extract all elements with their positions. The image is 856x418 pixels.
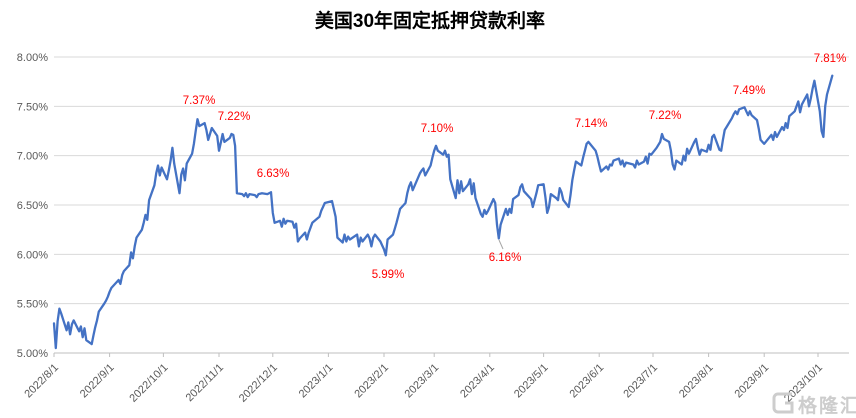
- y-axis-label: 8.00%: [17, 52, 48, 64]
- chart-title: 美国30年固定抵押贷款利率: [315, 9, 545, 32]
- annotation-label: 7.81%: [814, 53, 847, 65]
- y-axis-label: 7.50%: [17, 101, 48, 113]
- annotation-label: 7.14%: [575, 118, 608, 130]
- x-axis: 2022/8/1 2022/9/1 2022/10/1 2022/11/1 2022/1…: [22, 353, 825, 405]
- x-axis-label: 2022/12/1: [237, 362, 280, 405]
- annotation-label: 5.99%: [372, 269, 405, 281]
- y-axis-label: 7.00%: [17, 151, 48, 163]
- rate-line-series: [52, 74, 834, 350]
- x-axis-label: 2023/2/1: [352, 362, 391, 401]
- x-axis-label: 2023/7/1: [621, 362, 660, 401]
- x-axis-label: 2022/9/1: [78, 362, 117, 401]
- x-axis-label: 2023/6/1: [568, 362, 607, 401]
- annotation-label: 7.22%: [649, 110, 682, 122]
- gelonghui-logo-icon: [772, 392, 794, 414]
- y-axis-label: 6.50%: [17, 200, 48, 212]
- y-axis-label: 5.50%: [17, 299, 48, 311]
- annotation-label: 7.10%: [421, 123, 454, 135]
- x-axis-label: 2022/11/1: [184, 362, 227, 405]
- annotation-label: 7.37%: [183, 95, 216, 107]
- watermark-label: 格隆汇: [798, 394, 856, 417]
- y-axis-label: 5.00%: [17, 348, 48, 360]
- x-axis-label: 2023/9/1: [733, 362, 772, 401]
- y-axis-label: 6.00%: [17, 249, 48, 261]
- x-axis-label: 2023/3/1: [403, 362, 442, 401]
- annotation-label: 7.22%: [218, 111, 251, 123]
- y-axis: 8.00% 7.50% 7.00% 6.50% 6.00% 5.50% 5.00%: [17, 52, 48, 360]
- watermark: 格隆汇: [772, 392, 856, 417]
- x-axis-label: 2022/10/1: [127, 362, 170, 405]
- data-label-annotations: 7.37%7.22%6.63%5.99%7.10%6.16%7.14%7.22%…: [183, 53, 847, 281]
- x-axis-label: 2022/8/1: [22, 362, 61, 401]
- x-axis-label: 2023/8/1: [677, 362, 716, 401]
- x-axis-label: 2023/4/1: [458, 362, 497, 401]
- annotation-leader-line: [498, 239, 504, 250]
- gridlines: [54, 56, 849, 354]
- annotation-label: 6.16%: [489, 252, 522, 264]
- x-axis-label: 2023/1/1: [297, 362, 336, 401]
- annotation-label: 6.63%: [257, 168, 290, 180]
- annotation-label: 7.49%: [733, 85, 766, 97]
- x-axis-label: 2023/5/1: [512, 362, 551, 401]
